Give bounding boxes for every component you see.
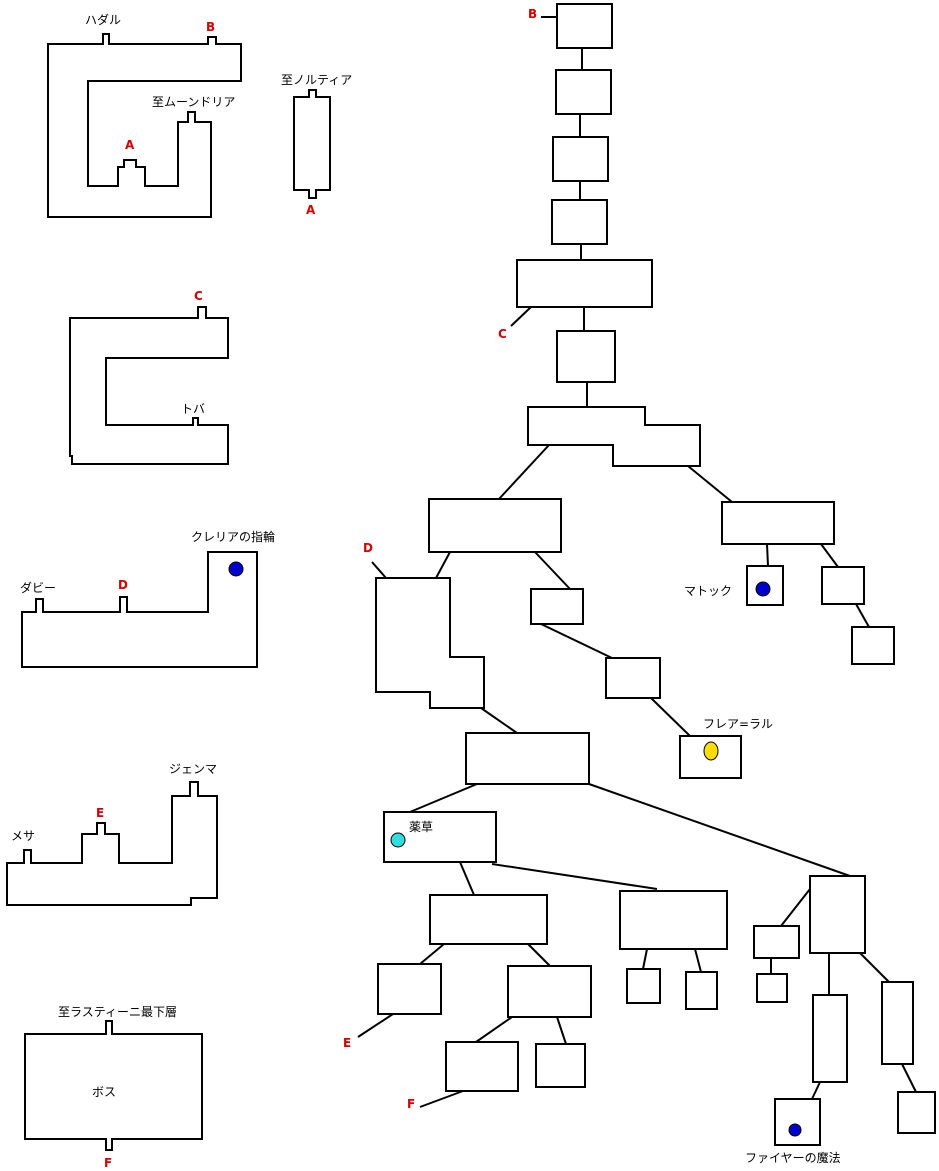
item-marker-mattock xyxy=(755,581,771,597)
room xyxy=(626,968,661,1004)
label-to-lasti-bottom: 至ラスティーニ最下層 xyxy=(58,1005,177,1019)
network-letter-e: E xyxy=(343,1036,351,1050)
item-marker-herb xyxy=(390,832,406,848)
area-map-nortia-corridor xyxy=(293,89,331,199)
item-marker-clelia-ring xyxy=(228,561,244,577)
label-mesa: メサ xyxy=(11,829,35,843)
label-flare-lal: フレア=ラル xyxy=(703,717,773,731)
room xyxy=(685,971,718,1010)
room xyxy=(756,973,788,1003)
item-marker-fire-magic xyxy=(788,1123,802,1137)
room xyxy=(721,501,835,545)
area-map-dabby xyxy=(21,551,258,668)
label-boss: ボス xyxy=(92,1085,116,1099)
room xyxy=(753,925,800,959)
room xyxy=(465,732,590,785)
room xyxy=(555,69,612,115)
label-hadal: ハダル xyxy=(85,12,121,27)
room-fire-magic xyxy=(774,1098,821,1146)
network-letter-b: B xyxy=(528,7,537,21)
room xyxy=(507,965,592,1018)
room xyxy=(897,1091,936,1134)
room xyxy=(428,498,562,553)
exit-letter-c: C xyxy=(194,289,203,303)
room xyxy=(552,136,609,182)
room xyxy=(812,994,848,1083)
label-clelia-ring: クレリアの指輪 xyxy=(191,529,275,544)
label-toba: トバ xyxy=(181,402,205,416)
exit-letter-a-nortia: A xyxy=(306,203,316,217)
network-letter-f: F xyxy=(407,1097,415,1111)
area-map-hadal xyxy=(47,33,242,218)
label-jenma: ジェンマ xyxy=(169,762,217,776)
label-herb: 薬草 xyxy=(409,820,433,834)
room xyxy=(535,1043,586,1088)
label-to-moondoria: 至ムーンドリア xyxy=(152,95,235,109)
exit-letter-d: D xyxy=(118,578,128,592)
room xyxy=(551,199,608,245)
room xyxy=(375,577,485,709)
room-network xyxy=(375,3,936,1146)
room xyxy=(556,3,613,49)
room xyxy=(527,406,701,467)
room xyxy=(445,1041,519,1092)
exit-letter-e: E xyxy=(96,806,104,820)
room-connections xyxy=(357,16,917,1108)
label-dabby: ダビー xyxy=(20,580,56,595)
room xyxy=(377,963,442,1015)
room xyxy=(429,894,548,945)
room xyxy=(530,588,584,625)
label-fire-magic: ファイヤーの魔法 xyxy=(745,1150,841,1165)
network-letter-d: D xyxy=(363,541,373,555)
room xyxy=(851,626,895,665)
room xyxy=(556,330,616,383)
exit-letter-a: A xyxy=(125,138,135,152)
network-letter-c: C xyxy=(498,327,507,341)
room xyxy=(881,981,914,1065)
room xyxy=(809,875,866,954)
room xyxy=(605,657,661,699)
area-map-toba xyxy=(69,306,229,465)
room xyxy=(619,890,728,950)
room xyxy=(516,259,653,308)
label-mattock: マトック xyxy=(684,584,732,598)
room xyxy=(821,566,865,605)
label-to-nortia: 至ノルティア xyxy=(281,73,352,87)
area-map-boss xyxy=(24,1020,203,1151)
area-map-mesa-jenma xyxy=(6,781,218,906)
exit-letter-f: F xyxy=(104,1156,112,1170)
exit-letter-b: B xyxy=(206,20,215,34)
item-marker-flare-lal xyxy=(703,741,719,761)
